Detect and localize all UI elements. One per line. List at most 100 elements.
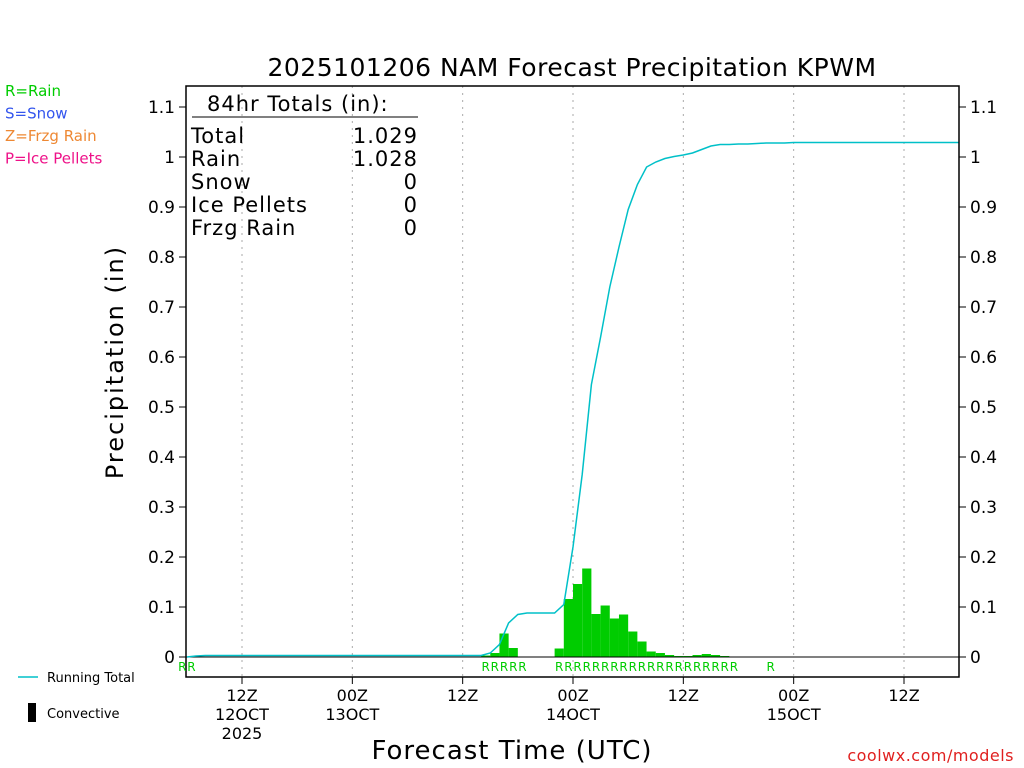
totals-row-label: Snow (191, 170, 252, 194)
totals-row-label: Total (190, 124, 245, 148)
ptype-legend-item: R=Rain (5, 82, 61, 100)
precip-bar (692, 655, 702, 657)
y-tick-label-left: 0.5 (148, 398, 175, 418)
precip-type-marker: R (555, 660, 563, 674)
precip-type-marker: R (564, 660, 572, 674)
running-total-line (186, 141, 960, 658)
precip-type-marker: R (583, 660, 591, 674)
precip-bar (628, 631, 638, 657)
y-tick-label-left: 1.1 (148, 98, 175, 118)
precip-bar (573, 584, 583, 657)
precip-bar (710, 655, 721, 657)
precip-type-marker: R (665, 660, 673, 674)
x-tick-time: 00Z (557, 686, 588, 705)
y-tick-label-left: 0.3 (148, 498, 175, 518)
y-tick-label-right: 1 (970, 148, 981, 168)
x-tick-time: 12Z (447, 686, 478, 705)
ptype-legend-item: S=Snow (5, 105, 68, 123)
credit-link[interactable]: coolwx.com/models (847, 746, 1014, 765)
y-tick-label-right: 0.5 (970, 398, 997, 418)
chart-title: 2025101206 NAM Forecast Precipitation KP… (267, 53, 876, 82)
precip-type-marker: R (711, 660, 719, 674)
y-tick-label-left: 0.6 (148, 348, 175, 368)
y-tick-label-left: 0.1 (148, 598, 175, 618)
precip-type-marker: R (647, 660, 655, 674)
totals-row-label: Frzg Rain (191, 216, 296, 240)
precip-type-marker: R (721, 660, 729, 674)
x-tick-date: 15OCT (767, 705, 821, 724)
precip-bar (582, 568, 592, 657)
y-tick-label-left: 0.8 (148, 248, 175, 268)
precip-bar (637, 641, 647, 657)
x-tick-time: 00Z (337, 686, 368, 705)
totals-row-label: Ice Pellets (191, 193, 308, 217)
precip-type-marker: R (638, 660, 646, 674)
precip-bar (609, 618, 619, 657)
y-tick-label-right: 0.7 (970, 298, 997, 318)
x-tick-time: 12Z (226, 686, 257, 705)
y-tick-label-left: 0.9 (148, 198, 175, 218)
ptype-legend-item: Z=Frzg Rain (5, 127, 97, 145)
y-tick-label-right: 0.2 (970, 548, 997, 568)
precip-type-marker: R (500, 660, 508, 674)
y-tick-label-left: 0.4 (148, 448, 175, 468)
y-tick-label-right: 0.4 (970, 448, 997, 468)
precip-type-marker: R (684, 660, 692, 674)
precip-bar (481, 655, 491, 657)
precip-type-marker: R (178, 660, 186, 674)
precip-type-marker: R (187, 660, 195, 674)
precip-type-marker: R (601, 660, 609, 674)
x-tick-time: 00Z (778, 686, 809, 705)
precip-type-marker: R (481, 660, 489, 674)
x-tick-time: 12Z (888, 686, 919, 705)
precip-type-marker: R (592, 660, 600, 674)
y-tick-label-right: 0.8 (970, 248, 997, 268)
y-tick-label-left: 0.7 (148, 298, 175, 318)
precip-bar (618, 614, 629, 657)
precip-bar (646, 651, 656, 657)
totals-row-value: 1.028 (353, 147, 418, 171)
precip-type-marker: R (518, 660, 526, 674)
x-tick-time: 12Z (668, 686, 699, 705)
precip-type-marker: R (675, 660, 683, 674)
y-tick-label-right: 0.1 (970, 598, 997, 618)
precip-bar (508, 648, 518, 657)
precip-type-marker: R (619, 660, 627, 674)
totals-box: 84hr Totals (in): Total 1.029 Rain 1.028 Snow… (190, 92, 418, 240)
precip-bar (664, 655, 675, 657)
totals-row-value: 1.029 (353, 124, 418, 148)
totals-heading: 84hr Totals (in): (207, 92, 389, 116)
convective-legend-label: Convective (47, 707, 120, 722)
precip-type-marker: R (656, 660, 664, 674)
x-axis-label: Forecast Time (UTC) (371, 736, 652, 766)
precip-type-marker: R (767, 660, 775, 674)
y-tick-label-left: 0 (164, 648, 175, 668)
ptype-legend: R=Rain S=Snow Z=Frzg Rain P=Ice Pellets (5, 82, 102, 168)
gridlines (241, 86, 905, 677)
x-tick-date: 14OCT (546, 705, 600, 724)
precip-bar (600, 605, 610, 657)
precip-bar (655, 653, 665, 657)
x-tick-year: 2025 (222, 724, 263, 743)
y-tick-label-right: 0 (970, 648, 981, 668)
precip-type-marker: R (610, 660, 618, 674)
precip-type-marker: R (509, 660, 517, 674)
y-axis-label: Precipitation (in) (101, 245, 129, 479)
convective-legend-swatch (28, 703, 36, 722)
totals-row-value: 0 (404, 170, 418, 194)
precip-type-marker: R (491, 660, 499, 674)
totals-row-label: Rain (191, 147, 241, 171)
precip-type-marker: R (693, 660, 701, 674)
x-tick-date: 12OCT (215, 705, 269, 724)
ptype-legend-item: P=Ice Pellets (5, 150, 102, 168)
y-axis: 0 00.1 0.10.2 0.20.3 0.30.4 0.40.5 0.50.6 0.60.… (148, 98, 997, 668)
precip-bar (563, 599, 573, 657)
y-tick-label-left: 0.2 (148, 548, 175, 568)
precip-type-marker: R (730, 660, 738, 674)
x-tick-date: 13OCT (325, 705, 379, 724)
precip-bar (591, 614, 601, 657)
y-tick-label-right: 1.1 (970, 98, 997, 118)
y-tick-label-right: 0.3 (970, 498, 997, 518)
